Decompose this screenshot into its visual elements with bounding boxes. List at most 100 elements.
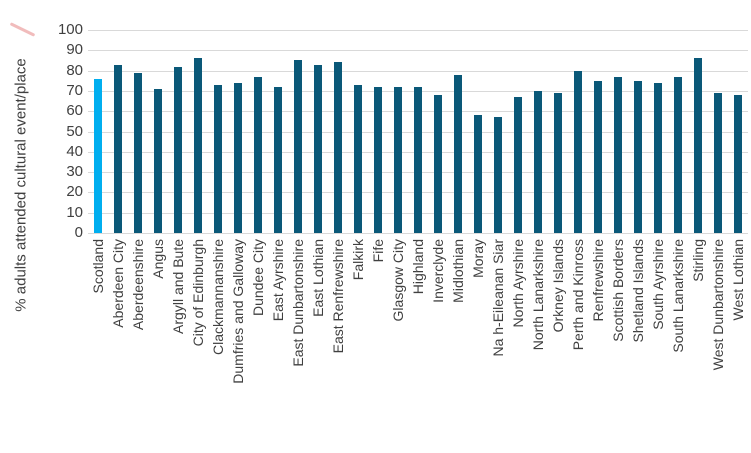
x-axis-label: South Lanarkshire	[670, 239, 686, 353]
x-label-slot: Falkirk	[348, 239, 368, 453]
bar	[94, 78, 102, 233]
bar	[274, 86, 282, 233]
x-axis-label: Dumfries and Galloway	[230, 239, 246, 384]
bar-slot	[508, 30, 528, 233]
x-axis-label: Highland	[410, 239, 426, 295]
x-label-slot: East Lothian	[308, 239, 328, 453]
x-axis-label: East Renfrewshire	[330, 239, 346, 354]
x-label-slot: Argyll and Bute	[168, 239, 188, 453]
y-axis-title: % adults attended cultural event/place	[12, 58, 30, 312]
x-label-slot: North Lanarkshire	[528, 239, 548, 453]
x-axis-label: Clackmannanshire	[210, 239, 226, 355]
bar	[454, 74, 462, 233]
x-label-slot: Dumfries and Galloway	[228, 239, 248, 453]
x-label-slot: Inverclyde	[428, 239, 448, 453]
x-label-slot: Perth and Kinross	[568, 239, 588, 453]
x-label-slot: Scotland	[88, 239, 108, 453]
x-axis-label: Renfrewshire	[590, 239, 606, 322]
bar	[434, 94, 442, 233]
bar	[394, 86, 402, 233]
bar	[254, 76, 262, 233]
x-axis-label: Falkirk	[350, 239, 366, 281]
bar	[714, 92, 722, 233]
y-tick-label: 30	[66, 163, 83, 181]
bar	[294, 60, 302, 233]
gridline	[88, 233, 748, 234]
x-axis-labels: Scotland Aberdeen City Aberdeenshire Angus A…	[88, 239, 748, 453]
x-label-slot: South Ayrshire	[648, 239, 668, 453]
y-tick-label: 20	[66, 183, 83, 201]
y-tick-label: 50	[66, 122, 83, 140]
bar-slot	[628, 30, 648, 233]
x-label-slot: Orkney Islands	[548, 239, 568, 453]
x-label-slot: Stirling	[688, 239, 708, 453]
x-label-slot: Fife	[368, 239, 388, 453]
x-axis-label: Dundee City	[250, 239, 266, 317]
x-label-slot: Highland	[408, 239, 428, 453]
bar-slot	[468, 30, 488, 233]
bar-slot	[228, 30, 248, 233]
bar	[654, 82, 662, 233]
bar	[634, 80, 642, 233]
bar-slot	[668, 30, 688, 233]
bar-slot	[108, 30, 128, 233]
bar	[374, 86, 382, 233]
bar-slot	[328, 30, 348, 233]
bar	[314, 64, 322, 233]
bar	[414, 86, 422, 233]
x-label-slot: Clackmannanshire	[208, 239, 228, 453]
bar	[534, 90, 542, 233]
x-label-slot: Angus	[148, 239, 168, 453]
bar	[554, 92, 562, 233]
x-axis-label: North Lanarkshire	[530, 239, 546, 351]
x-label-slot: East Dunbartonshire	[288, 239, 308, 453]
bar-slot	[168, 30, 188, 233]
x-label-slot: South Lanarkshire	[668, 239, 688, 453]
bar-slot	[268, 30, 288, 233]
x-axis-label: Scotland	[90, 239, 106, 294]
y-tick-label: 0	[74, 224, 83, 241]
bar-slot	[88, 30, 108, 233]
bar-slot	[248, 30, 268, 233]
y-tick-label: 60	[66, 102, 83, 120]
y-axis-tick-labels: 0 10 20 30 40 50 60 70 80 90 100	[38, 22, 83, 241]
bar-slot	[588, 30, 608, 233]
bar-slot	[528, 30, 548, 233]
bar-slot	[208, 30, 228, 233]
x-label-slot: West Dunbartonshire	[708, 239, 728, 453]
x-label-slot: City of Edinburgh	[188, 239, 208, 453]
x-axis-label: Angus	[150, 239, 166, 279]
x-label-slot: Midlothian	[448, 239, 468, 453]
y-tick-label: 10	[66, 203, 83, 221]
bar-slot	[608, 30, 628, 233]
x-axis-label: Perth and Kinross	[570, 239, 586, 351]
bar-slot	[488, 30, 508, 233]
red-pen-stroke-mark	[9, 22, 36, 37]
bar-slot	[348, 30, 368, 233]
y-tick-label: 40	[66, 142, 83, 160]
bar	[494, 117, 502, 233]
x-label-slot: Glasgow City	[388, 239, 408, 453]
bar	[234, 82, 242, 233]
bar-slot	[368, 30, 388, 233]
bar	[574, 70, 582, 233]
gridline	[88, 70, 748, 72]
bar-slot	[728, 30, 748, 233]
x-label-slot: East Ayrshire	[268, 239, 288, 453]
x-axis-label: Midlothian	[450, 239, 466, 303]
x-label-slot: Na h-Eileanan Siar	[488, 239, 508, 453]
x-label-slot: Dundee City	[248, 239, 268, 453]
x-label-slot: West Lothian	[728, 239, 748, 453]
y-tick-label: 80	[66, 61, 83, 79]
bar-slot	[708, 30, 728, 233]
bar-slot	[568, 30, 588, 233]
bar-slot	[548, 30, 568, 233]
bar-slot	[688, 30, 708, 233]
bar	[154, 88, 162, 233]
bar-slot	[428, 30, 448, 233]
bar	[134, 72, 142, 233]
x-label-slot: Shetland Islands	[628, 239, 648, 453]
x-axis-label: Shetland Islands	[630, 239, 646, 343]
bar-slot	[648, 30, 668, 233]
